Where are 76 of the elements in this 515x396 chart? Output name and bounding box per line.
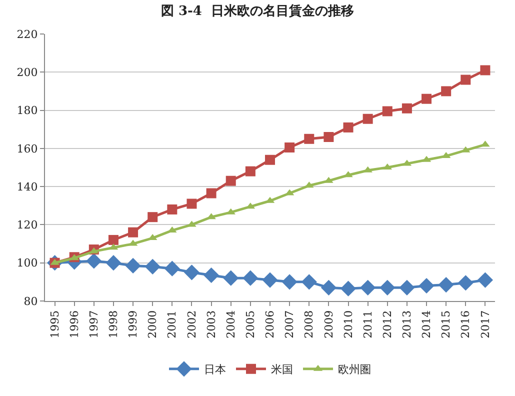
point <box>144 258 160 274</box>
legend-label: 日本 <box>204 363 226 376</box>
x-tick-label: 1996 <box>68 310 81 338</box>
chart-title: 図 3-4 日米欧の名目賃金の推移 <box>160 4 354 20</box>
point <box>438 276 454 293</box>
point <box>320 280 336 296</box>
point <box>242 270 258 286</box>
y-tick-label: 100 <box>16 256 38 270</box>
x-tick-label: 2006 <box>264 310 277 338</box>
point <box>226 176 236 186</box>
x-tick-label: 2015 <box>440 310 453 338</box>
point <box>284 142 295 152</box>
point <box>422 94 432 104</box>
point <box>282 274 298 290</box>
point <box>382 106 392 116</box>
x-tick-label: 2002 <box>185 310 198 338</box>
point <box>458 275 474 291</box>
point <box>402 103 412 114</box>
point <box>148 212 158 222</box>
x-tick-label: 2017 <box>478 310 492 338</box>
x-tick-label: 2011 <box>361 310 374 338</box>
point <box>265 154 275 165</box>
point <box>204 267 220 284</box>
point <box>128 227 138 238</box>
point <box>477 272 494 288</box>
x-tick-label: 2016 <box>459 310 472 338</box>
point <box>86 253 102 269</box>
legend-label: 欧州圏 <box>338 363 371 376</box>
x-tick-label: 2012 <box>380 310 394 338</box>
y-tick-label: 80 <box>24 294 38 308</box>
point <box>460 74 471 85</box>
x-tick-label: 2009 <box>322 310 336 338</box>
point <box>245 166 256 176</box>
point <box>343 122 354 132</box>
x-tick-label: 2014 <box>420 310 434 338</box>
point <box>480 65 490 76</box>
x-tick-label: 2007 <box>283 310 296 338</box>
y-tick-label: 220 <box>16 28 38 41</box>
y-tick-label: 160 <box>16 142 38 156</box>
y-tick-label: 120 <box>16 218 38 232</box>
point <box>206 188 216 198</box>
x-tick-label: 2013 <box>400 310 414 338</box>
point <box>108 234 118 245</box>
point <box>262 272 278 288</box>
point <box>106 255 122 271</box>
x-tick-label: 2001 <box>166 310 179 338</box>
x-tick-label: 2008 <box>302 310 316 338</box>
point <box>125 258 141 274</box>
point <box>418 278 434 294</box>
point <box>380 280 396 296</box>
point <box>186 198 197 209</box>
x-tick-label: 1995 <box>48 310 62 338</box>
point <box>301 274 317 290</box>
point <box>399 280 415 296</box>
point <box>441 86 452 96</box>
point <box>360 280 376 296</box>
x-tick-label: 2004 <box>224 310 238 338</box>
point <box>340 280 356 296</box>
x-tick-label: 1999 <box>126 310 140 338</box>
y-tick-label: 180 <box>16 104 38 118</box>
x-tick-label: 1998 <box>107 310 120 338</box>
x-tick-label: 2010 <box>342 310 355 338</box>
y-tick-label: 140 <box>16 180 38 194</box>
legend-label: 米国 <box>271 363 293 376</box>
point <box>362 114 373 124</box>
x-tick-label: 2003 <box>204 310 218 338</box>
point <box>223 270 239 286</box>
x-tick-label: 2005 <box>244 310 258 338</box>
point <box>184 264 200 280</box>
point <box>167 204 178 214</box>
point <box>164 260 180 276</box>
x-tick-label: 1997 <box>87 310 100 338</box>
y-tick-label: 200 <box>16 66 38 79</box>
point <box>324 132 334 142</box>
x-tick-label: 2000 <box>146 310 160 338</box>
point <box>304 134 314 144</box>
